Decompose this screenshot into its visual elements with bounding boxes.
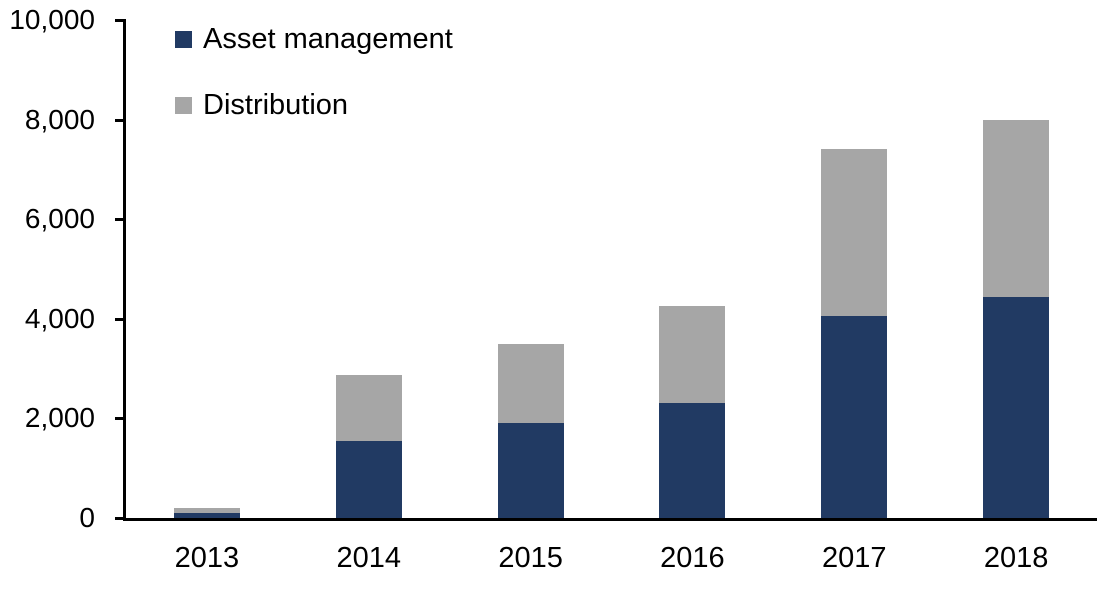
bar-segment-2013-series-1 (173, 508, 240, 513)
x-axis-tick-label: 2013 (174, 542, 240, 574)
x-axis-tick-label: 2017 (821, 542, 887, 574)
x-axis-tick-label: 2018 (983, 542, 1049, 574)
bar-segment-2015-series-0 (497, 423, 564, 518)
y-axis-tick-label: 8,000 (24, 103, 95, 135)
bar-segment-2015-series-1 (497, 343, 564, 424)
bar-segment-2014-series-1 (335, 374, 402, 441)
bar-segment-2017-series-0 (821, 316, 888, 518)
y-axis-tick-label: 10,000 (9, 4, 95, 35)
x-axis-line (123, 518, 1097, 521)
bar-segment-2014-series-0 (335, 440, 402, 518)
bar-segment-2016-series-1 (659, 306, 726, 404)
x-axis-tick-label: 2016 (660, 542, 725, 574)
bar-segment-2016-series-0 (659, 403, 726, 518)
y-axis-tick-label: 0 (79, 502, 95, 533)
y-axis-tick (115, 118, 123, 122)
y-axis-tick (115, 317, 123, 321)
legend-item-asset-management: Asset management (175, 22, 453, 56)
bar-segment-2018-series-1 (983, 119, 1050, 298)
x-axis-tick-label: 2015 (498, 542, 563, 574)
y-axis-tick-label: 2,000 (24, 402, 95, 434)
distribution-swatch-icon (175, 96, 192, 114)
bar-segment-2013-series-0 (173, 513, 240, 518)
y-axis-tick (115, 417, 123, 421)
legend-item-distribution: Distribution (175, 88, 453, 122)
y-axis-tick-label: 4,000 (24, 302, 95, 334)
y-axis-tick (115, 19, 123, 22)
chart-legend: Asset management Distribution (175, 22, 453, 154)
bar-segment-2018-series-0 (983, 297, 1050, 518)
x-axis-tick-label: 2014 (336, 542, 401, 574)
legend-label-asset-management: Asset management (203, 23, 453, 55)
y-axis-line (123, 19, 126, 521)
legend-label-distribution: Distribution (203, 89, 349, 121)
bar-segment-2017-series-1 (821, 149, 888, 317)
y-axis-tick (115, 517, 123, 520)
y-axis-tick-label: 6,000 (24, 203, 95, 235)
y-axis-tick (115, 218, 123, 222)
asset-management-swatch-icon (175, 30, 192, 48)
